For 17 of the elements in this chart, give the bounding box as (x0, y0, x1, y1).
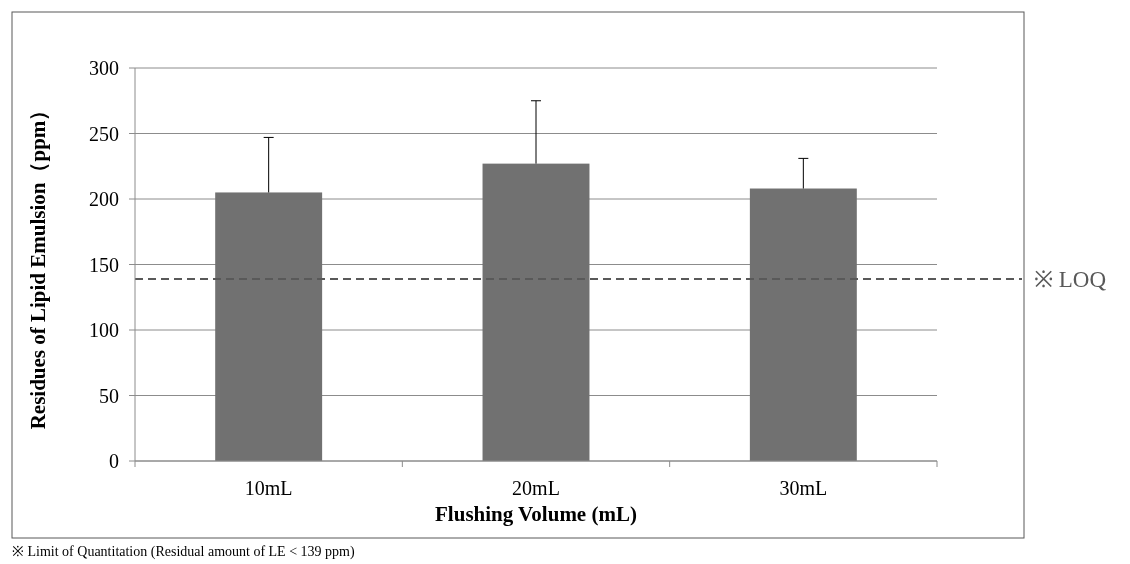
y-tick-label: 300 (89, 57, 119, 79)
bar (482, 163, 590, 461)
y-tick-label: 250 (89, 122, 119, 145)
y-tick-label: 150 (89, 253, 119, 276)
y-tick-label: 0 (109, 450, 119, 472)
y-tick-label: 200 (89, 188, 119, 210)
y-tick-label: 50 (99, 384, 119, 407)
bar (215, 192, 323, 461)
x-tick-label: 10mL (244, 477, 293, 499)
bar (749, 188, 857, 461)
ref-line-label: ※ LOQ (1034, 266, 1107, 292)
x-axis-title: Flushing Volume (mL) (435, 502, 637, 526)
x-tick-label: 30mL (779, 477, 828, 499)
x-tick-label: 20mL (512, 477, 560, 499)
y-axis-title: Residues of Lipid Emulsion（ppm） (26, 99, 50, 430)
y-tick-label: 100 (89, 319, 119, 341)
text: ※ Limit of Quantitation (Residual amount of LE < 139 ppm) (12, 544, 355, 560)
